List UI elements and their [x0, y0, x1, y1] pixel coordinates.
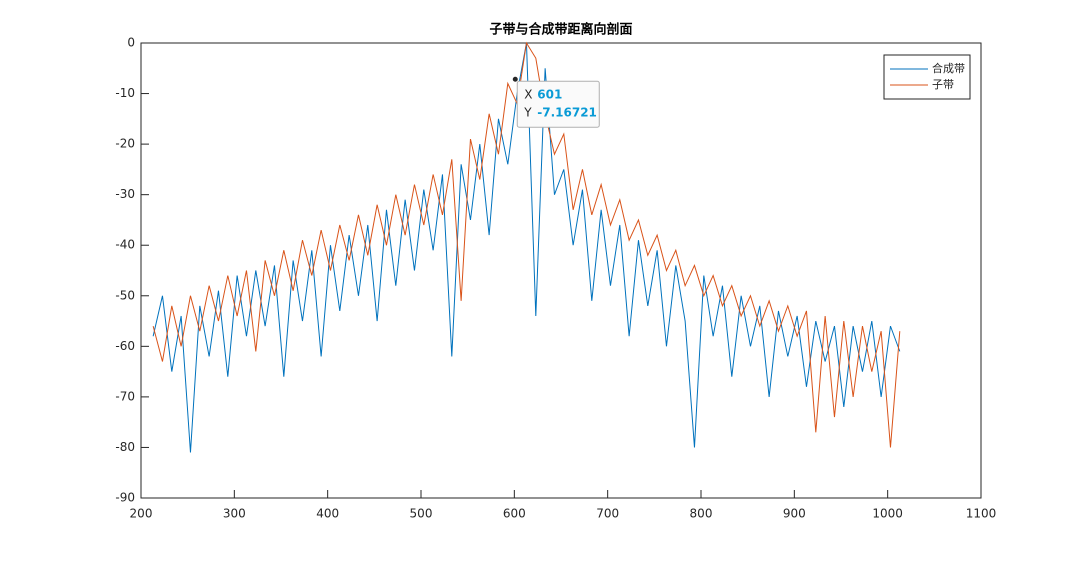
- legend-label: 合成带: [932, 61, 965, 75]
- legend-label: 子带: [932, 78, 954, 91]
- x-tick-label: 1000: [872, 507, 903, 521]
- x-tick-label: 300: [223, 507, 246, 521]
- chart-title: 子带与合成带距离向剖面: [489, 22, 632, 38]
- y-tick-label: -40: [115, 238, 135, 252]
- x-tick-label: 400: [316, 507, 339, 521]
- y-tick-label: -20: [115, 137, 135, 151]
- datatip-y-value: -7.16721: [537, 106, 597, 120]
- legend-box: [883, 54, 971, 100]
- y-tick-label: -60: [115, 339, 135, 353]
- y-tick-label: -50: [115, 288, 135, 302]
- x-tick-label: 700: [596, 507, 619, 521]
- datatip-y-label: Y: [523, 106, 532, 120]
- x-tick-label: 1100: [966, 507, 997, 521]
- x-tick-label: 600: [503, 507, 526, 521]
- y-tick-label: -10: [115, 86, 135, 100]
- x-tick-label: 900: [783, 507, 806, 521]
- datatip-x-label: X: [524, 88, 532, 102]
- x-tick-label: 800: [690, 507, 713, 521]
- x-tick-label: 500: [410, 507, 433, 521]
- datatip-box: [516, 80, 600, 128]
- y-tick-label: -70: [115, 389, 135, 403]
- datatip-marker: [512, 76, 518, 82]
- x-tick-label: 200: [130, 507, 153, 521]
- series-line: [152, 41, 901, 448]
- datatip-x-value: 601: [537, 88, 562, 102]
- y-tick-label: -80: [115, 440, 135, 454]
- y-tick-label: -90: [115, 491, 135, 505]
- y-tick-label: -30: [115, 187, 135, 201]
- y-tick-label: 0: [127, 36, 135, 50]
